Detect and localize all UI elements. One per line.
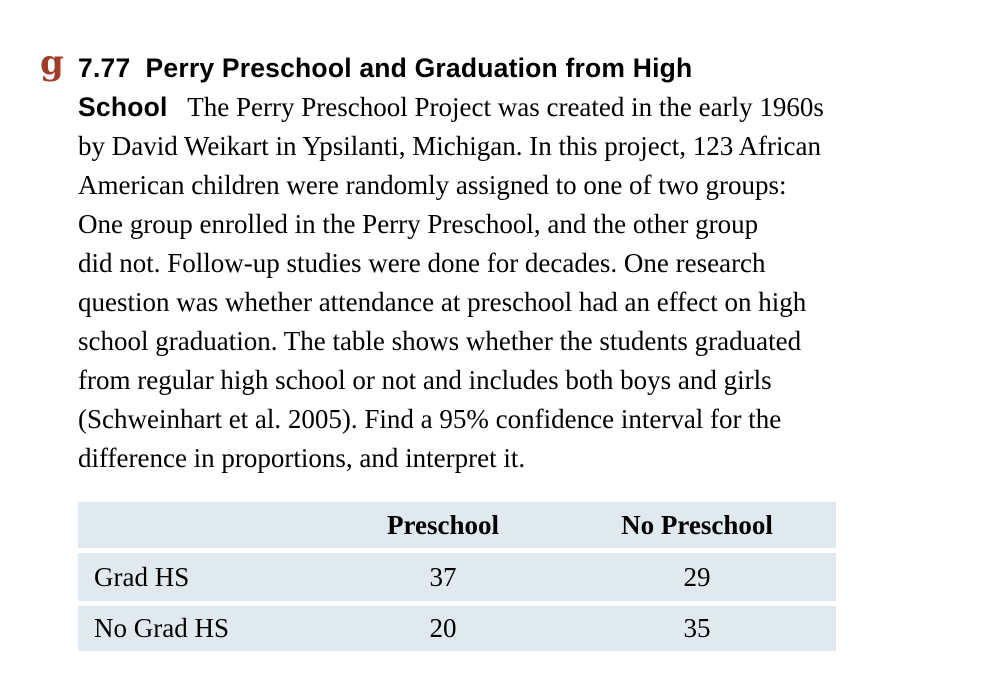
contingency-table: Preschool No Preschool Grad HS 37 29 No … (78, 497, 836, 656)
body-text-line: question was whether attendance at presc… (78, 287, 807, 317)
exercise-title-line-2: School The Perry Preschool Project was c… (78, 92, 824, 122)
body-text-line: did not. Follow-up studies were done for… (78, 248, 766, 278)
col-header-preschool: Preschool (328, 502, 558, 548)
col-header-no-preschool: No Preschool (558, 502, 836, 548)
row-label-no-grad-hs: No Grad HS (78, 606, 328, 651)
cell-grad-no-preschool: 29 (558, 553, 836, 601)
table-header-row: Preschool No Preschool (78, 502, 836, 548)
row-label-grad-hs: Grad HS (78, 553, 328, 601)
cell-nograd-no-preschool: 35 (558, 606, 836, 651)
body-text-line: difference in proportions, and interpret… (78, 443, 526, 473)
corner-cell (78, 502, 328, 548)
exercise-number-and-title: 7.77 Perry Preschool and Graduation from… (78, 53, 693, 83)
body-text-line: (Schweinhart et al. 2005). Find a 95% co… (78, 404, 782, 434)
body-text-line: school graduation. The table shows wheth… (78, 326, 802, 356)
exercise-title-continued: School (78, 92, 168, 122)
guided-exercise-icon: g (40, 43, 64, 83)
body-text-line: American children were randomly assigned… (78, 170, 787, 200)
table-row-no-grad-hs: No Grad HS 20 35 (78, 606, 836, 651)
body-text-line: from regular high school or not and incl… (78, 365, 772, 395)
body-text-line: One group enrolled in the Perry Preschoo… (78, 209, 759, 239)
table-row-grad-hs: Grad HS 37 29 (78, 553, 836, 601)
exercise-title-line-1: 7.77 Perry Preschool and Graduation from… (78, 49, 824, 88)
cell-nograd-preschool: 20 (328, 606, 558, 651)
cell-grad-preschool: 37 (328, 553, 558, 601)
body-text-line: by David Weikart in Ypsilanti, Michigan.… (78, 131, 821, 161)
exercise-text-block: 7.77 Perry Preschool and Graduation from… (78, 49, 824, 478)
